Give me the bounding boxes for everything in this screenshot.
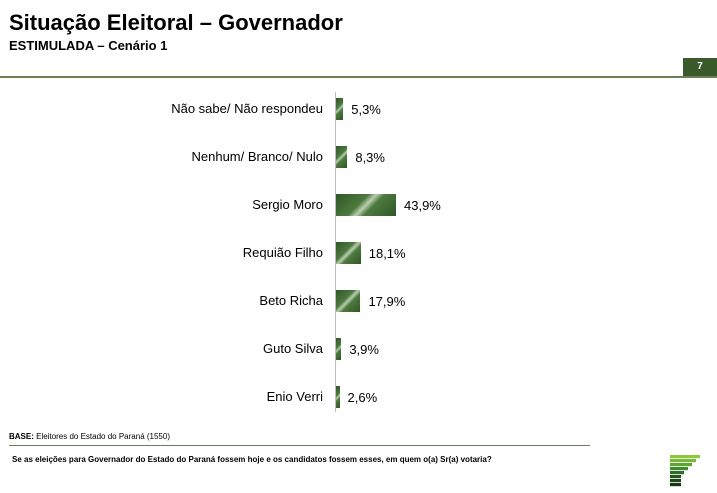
base-note-text: Eleitores do Estado do Paraná (1550): [36, 432, 170, 441]
category-label: Sergio Moro: [252, 197, 323, 212]
base-note: BASE: Eleitores do Estado do Paraná (155…: [9, 432, 170, 442]
base-note-label: BASE:: [9, 432, 34, 441]
data-label: 3,9%: [349, 342, 379, 357]
data-label: 18,1%: [368, 246, 406, 261]
bar: [336, 98, 344, 120]
category-label: Guto Silva: [263, 341, 323, 356]
page-number-badge: 7: [683, 58, 717, 76]
bar: [336, 194, 396, 216]
footer-divider: [9, 445, 590, 446]
data-label: 2,6%: [347, 390, 378, 405]
bar: [336, 338, 342, 360]
bar: [336, 386, 340, 408]
category-label: Beto Richa: [259, 293, 323, 308]
survey-question: Se as eleições para Governador do Estado…: [12, 455, 492, 464]
stacked-bars-logo-icon: [670, 455, 700, 487]
bar: [336, 242, 361, 264]
category-label: Nenhum/ Branco/ Nulo: [191, 149, 323, 164]
data-label: 5,3%: [351, 102, 381, 117]
bar: [336, 290, 361, 312]
category-label: Não sabe/ Não respondeu: [171, 101, 323, 116]
chart-axis-line: [335, 92, 336, 412]
page-title: Situação Eleitoral – Governador: [9, 10, 343, 35]
page-subtitle: ESTIMULADA – Cenário 1: [9, 38, 168, 53]
bar: [336, 146, 348, 168]
category-label: Requião Filho: [242, 245, 323, 260]
data-label: 8,3%: [355, 150, 385, 165]
header-divider: [0, 76, 717, 78]
data-label: 17,9%: [368, 294, 406, 309]
category-label: Enio Verri: [266, 389, 323, 404]
data-label: 43,9%: [404, 198, 441, 213]
